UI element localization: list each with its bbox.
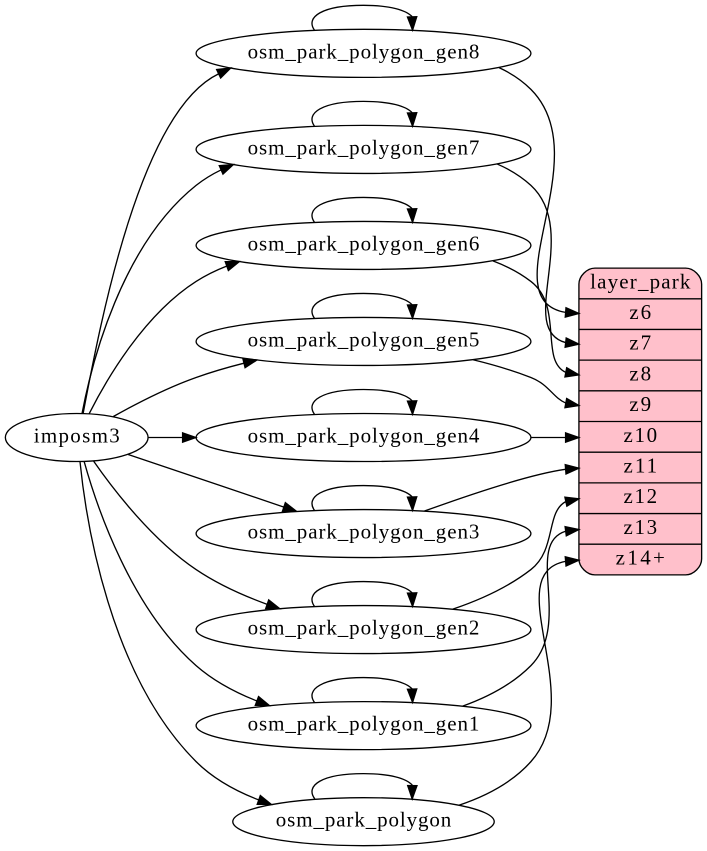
svg-text:z14+: z14+ (616, 545, 665, 569)
svg-text:osm_park_polygon_gen6: osm_park_polygon_gen6 (248, 231, 480, 255)
svg-text:osm_park_polygon: osm_park_polygon (276, 808, 452, 832)
svg-text:z11: z11 (623, 453, 657, 477)
svg-text:z10: z10 (623, 423, 657, 447)
svg-text:z12: z12 (623, 484, 657, 508)
svg-text:osm_park_polygon_gen7: osm_park_polygon_gen7 (248, 135, 480, 159)
svg-text:z9: z9 (629, 392, 651, 416)
svg-text:imposm3: imposm3 (34, 423, 120, 447)
svg-text:osm_park_polygon_gen3: osm_park_polygon_gen3 (248, 519, 480, 543)
svg-text:osm_park_polygon_gen4: osm_park_polygon_gen4 (248, 423, 480, 447)
svg-text:osm_park_polygon_gen1: osm_park_polygon_gen1 (248, 712, 480, 736)
svg-text:z13: z13 (623, 515, 657, 539)
svg-text:z7: z7 (629, 331, 651, 355)
svg-text:osm_park_polygon_gen2: osm_park_polygon_gen2 (248, 616, 480, 640)
svg-text:z8: z8 (629, 361, 651, 385)
svg-text:z6: z6 (629, 300, 651, 324)
svg-text:osm_park_polygon_gen8: osm_park_polygon_gen8 (248, 39, 480, 63)
svg-text:osm_park_polygon_gen5: osm_park_polygon_gen5 (248, 327, 480, 351)
svg-text:layer_park: layer_park (590, 269, 691, 293)
